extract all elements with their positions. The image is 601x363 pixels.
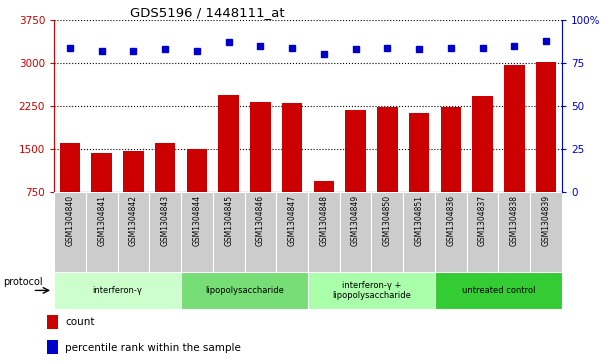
Bar <box>371 192 403 272</box>
Text: lipopolysaccharide: lipopolysaccharide <box>205 286 284 295</box>
Text: untreated control: untreated control <box>462 286 535 295</box>
Bar <box>340 192 371 272</box>
Text: GDS5196 / 1448111_at: GDS5196 / 1448111_at <box>130 6 285 19</box>
Text: GSM1304844: GSM1304844 <box>192 195 201 246</box>
Text: GSM1304848: GSM1304848 <box>319 195 328 246</box>
Bar <box>435 192 467 272</box>
Text: GSM1304849: GSM1304849 <box>351 195 360 246</box>
Bar <box>435 272 562 309</box>
Bar <box>186 149 207 192</box>
Bar <box>409 113 430 192</box>
Bar <box>213 192 245 272</box>
Text: GSM1304836: GSM1304836 <box>447 195 456 246</box>
Bar <box>535 62 557 192</box>
Bar <box>149 192 181 272</box>
Bar <box>530 192 562 272</box>
Text: GSM1304847: GSM1304847 <box>288 195 297 246</box>
Text: GSM1304838: GSM1304838 <box>510 195 519 246</box>
Text: GSM1304840: GSM1304840 <box>66 195 75 246</box>
Bar <box>181 192 213 272</box>
Bar <box>47 340 58 354</box>
Bar <box>498 192 530 272</box>
Text: GSM1304839: GSM1304839 <box>542 195 551 246</box>
Bar <box>346 110 366 192</box>
Bar <box>308 272 435 309</box>
Bar <box>467 192 498 272</box>
Bar <box>377 107 398 192</box>
Text: interferon-γ +
lipopolysaccharide: interferon-γ + lipopolysaccharide <box>332 281 411 300</box>
Text: GSM1304841: GSM1304841 <box>97 195 106 246</box>
Text: GSM1304851: GSM1304851 <box>415 195 424 246</box>
Bar <box>282 103 302 192</box>
Text: GSM1304850: GSM1304850 <box>383 195 392 246</box>
Bar <box>276 192 308 272</box>
Bar <box>54 272 181 309</box>
Bar <box>91 153 112 192</box>
Bar <box>118 192 149 272</box>
Text: interferon-γ: interferon-γ <box>93 286 142 295</box>
Bar <box>245 192 276 272</box>
Bar <box>250 102 270 192</box>
Text: count: count <box>66 317 95 327</box>
Bar <box>181 272 308 309</box>
Bar <box>59 143 81 192</box>
Bar <box>504 65 525 192</box>
Bar <box>47 315 58 329</box>
Bar <box>218 95 239 192</box>
Text: GSM1304845: GSM1304845 <box>224 195 233 246</box>
Text: protocol: protocol <box>2 277 42 287</box>
Text: GSM1304837: GSM1304837 <box>478 195 487 246</box>
Text: GSM1304843: GSM1304843 <box>160 195 169 246</box>
Bar <box>441 107 461 192</box>
Text: GSM1304842: GSM1304842 <box>129 195 138 246</box>
Bar <box>155 143 175 192</box>
Bar <box>314 181 334 192</box>
Bar <box>403 192 435 272</box>
Bar <box>86 192 118 272</box>
Text: GSM1304846: GSM1304846 <box>256 195 265 246</box>
Text: percentile rank within the sample: percentile rank within the sample <box>66 343 242 353</box>
Bar <box>472 97 493 192</box>
Bar <box>54 192 86 272</box>
Bar <box>123 151 144 192</box>
Bar <box>308 192 340 272</box>
